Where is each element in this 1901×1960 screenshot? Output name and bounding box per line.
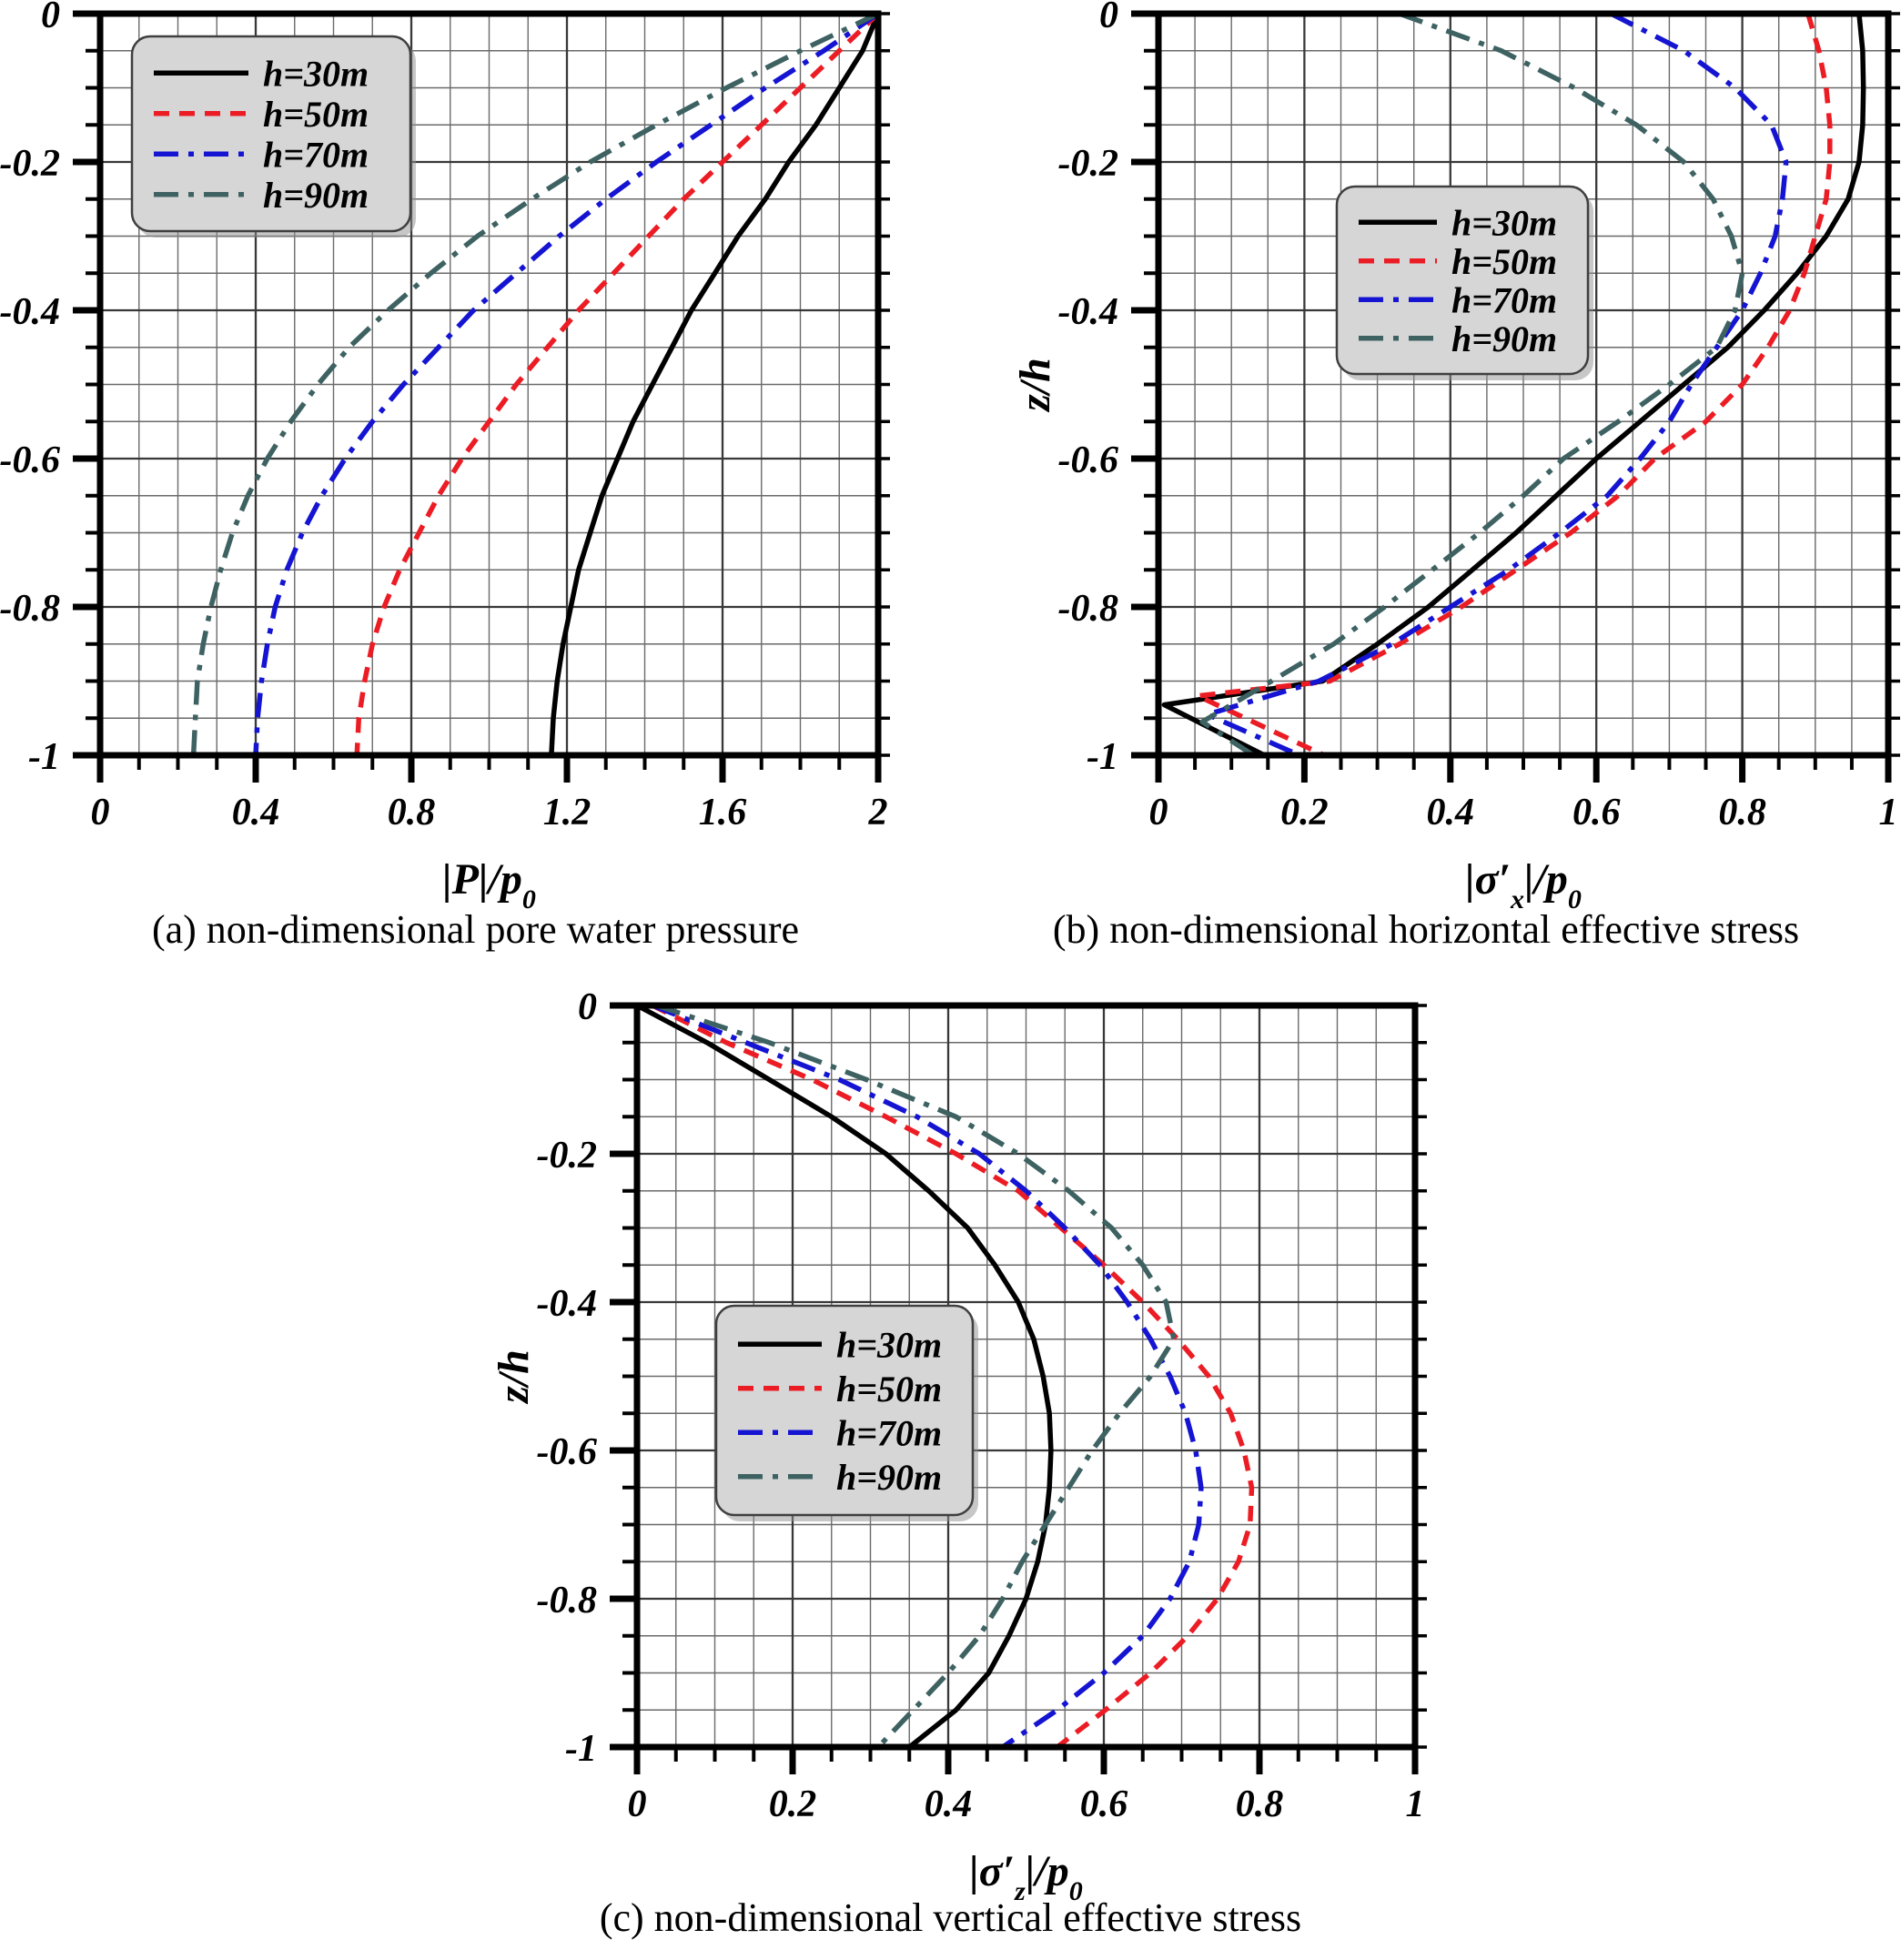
x-tick-label: 0.8 bbox=[1236, 1783, 1284, 1825]
legend-item-label: h=30m bbox=[836, 1324, 942, 1365]
y-tick-label: -0.4 bbox=[537, 1283, 598, 1325]
legend-item-label: h=70m bbox=[836, 1412, 942, 1453]
series-line-h=50m bbox=[1195, 13, 1833, 758]
series-line-h=90m bbox=[1199, 11, 1745, 758]
y-tick-label: -0.8 bbox=[0, 588, 60, 630]
chart-pore-water-pressure: 0 0.4 0.8 1.2 1.6 2 0 -0.2 -0.4 -0.6 -0.8 -1 |P|/p0 z… bbox=[0, 0, 890, 914]
y-axis-title: z/h bbox=[0, 358, 1, 413]
legend-item-label: h=50m bbox=[263, 94, 369, 135]
x-tick-label: 0.4 bbox=[232, 792, 280, 834]
x-tick-label: 0 bbox=[628, 1783, 647, 1825]
y-tick-label: -1 bbox=[1087, 736, 1118, 778]
series-line-h=90m bbox=[190, 11, 880, 756]
chart-vertical-effective-stress: 0 0.2 0.4 0.6 0.8 1 0 -0.2 -0.4 -0.6 -0.8 -1 |σ′z|/p… bbox=[490, 986, 1427, 1906]
y-tick-label: -0.2 bbox=[1058, 143, 1119, 185]
x-tick-label: 1 bbox=[1406, 1783, 1425, 1825]
y-tick-label: -0.6 bbox=[1058, 439, 1119, 481]
y-tick-label: 0 bbox=[41, 0, 60, 36]
x-tick-label: 0.2 bbox=[1280, 792, 1329, 834]
x-tick-label: 0 bbox=[1149, 792, 1168, 834]
y-tick-label: -0.4 bbox=[1058, 291, 1119, 333]
series-line-h=30m bbox=[549, 12, 881, 756]
x-axis-title: |P|/p0 bbox=[442, 855, 536, 914]
caption-a: (a) non-dimensional pore water pressure bbox=[151, 907, 800, 952]
y-tick-label: -0.6 bbox=[537, 1431, 598, 1473]
caption-b: (b) non-dimensional horizontal effective… bbox=[1052, 907, 1800, 952]
x-axis-title: |σ′x|/p0 bbox=[1465, 855, 1582, 914]
legend-item-label: h=70m bbox=[1451, 279, 1557, 320]
x-tick-label: 0.4 bbox=[925, 1783, 973, 1825]
series-line-h=50m bbox=[354, 12, 880, 756]
x-tick-label: 0.6 bbox=[1080, 1783, 1128, 1825]
x-tick-label: 1.2 bbox=[543, 792, 592, 834]
legend-item-label: h=30m bbox=[263, 53, 369, 94]
legend-item-label: h=50m bbox=[1451, 241, 1557, 282]
y-tick-label: -0.6 bbox=[0, 439, 60, 481]
series-line-h=70m bbox=[652, 1003, 1204, 1750]
y-tick-label: 0 bbox=[578, 986, 597, 1028]
x-axis-title: |σ′z|/p0 bbox=[969, 1847, 1083, 1906]
y-axis-title: z/h bbox=[1011, 358, 1059, 413]
x-tick-label: 0 bbox=[91, 792, 110, 834]
x-tick-label: 1 bbox=[1879, 792, 1898, 834]
legend-box bbox=[130, 35, 412, 233]
caption-c: (c) non-dimensional vertical effective s… bbox=[599, 1895, 1302, 1940]
series-line-h=70m bbox=[1204, 11, 1789, 758]
legend-item-label: h=30m bbox=[1451, 202, 1557, 243]
y-tick-label: -0.8 bbox=[537, 1580, 598, 1622]
y-tick-label: -1 bbox=[565, 1728, 597, 1770]
x-tick-label: 0.2 bbox=[769, 1783, 817, 1825]
y-tick-label: -1 bbox=[28, 736, 60, 778]
series-line-h=90m bbox=[655, 1003, 1177, 1749]
y-tick-label: 0 bbox=[1099, 0, 1118, 36]
x-tick-label: 0.8 bbox=[388, 792, 436, 834]
legend-box bbox=[1335, 185, 1590, 376]
legend-item-label: h=90m bbox=[1451, 318, 1557, 359]
x-tick-label: 2 bbox=[868, 792, 888, 834]
series-line-h=70m bbox=[253, 11, 880, 756]
legend-item-label: h=90m bbox=[836, 1457, 942, 1498]
legend-box bbox=[714, 1304, 975, 1517]
legend-item-label: h=70m bbox=[263, 134, 369, 175]
y-axis-title: z/h bbox=[490, 1349, 538, 1405]
x-tick-label: 0.4 bbox=[1427, 792, 1475, 834]
legend-item-label: h=90m bbox=[263, 175, 369, 216]
y-tick-label: -0.2 bbox=[537, 1135, 598, 1177]
x-tick-label: 1.6 bbox=[699, 792, 747, 834]
y-tick-label: -0.8 bbox=[1058, 588, 1119, 630]
y-tick-label: -0.4 bbox=[0, 291, 60, 333]
x-tick-label: 0.8 bbox=[1718, 792, 1766, 834]
y-tick-label: -0.2 bbox=[0, 143, 60, 185]
series-line-h=30m bbox=[1161, 13, 1866, 758]
legend-item-label: h=50m bbox=[836, 1369, 942, 1409]
series-line-h=30m bbox=[635, 1003, 1054, 1750]
series-line-h=50m bbox=[651, 1003, 1255, 1750]
x-tick-label: 0.6 bbox=[1572, 792, 1621, 834]
chart-horizontal-effective-stress: 0 0.2 0.4 0.6 0.8 1 0 -0.2 -0.4 -0.6 -0.8 -1 |σ′x|/p… bbox=[1011, 0, 1900, 914]
